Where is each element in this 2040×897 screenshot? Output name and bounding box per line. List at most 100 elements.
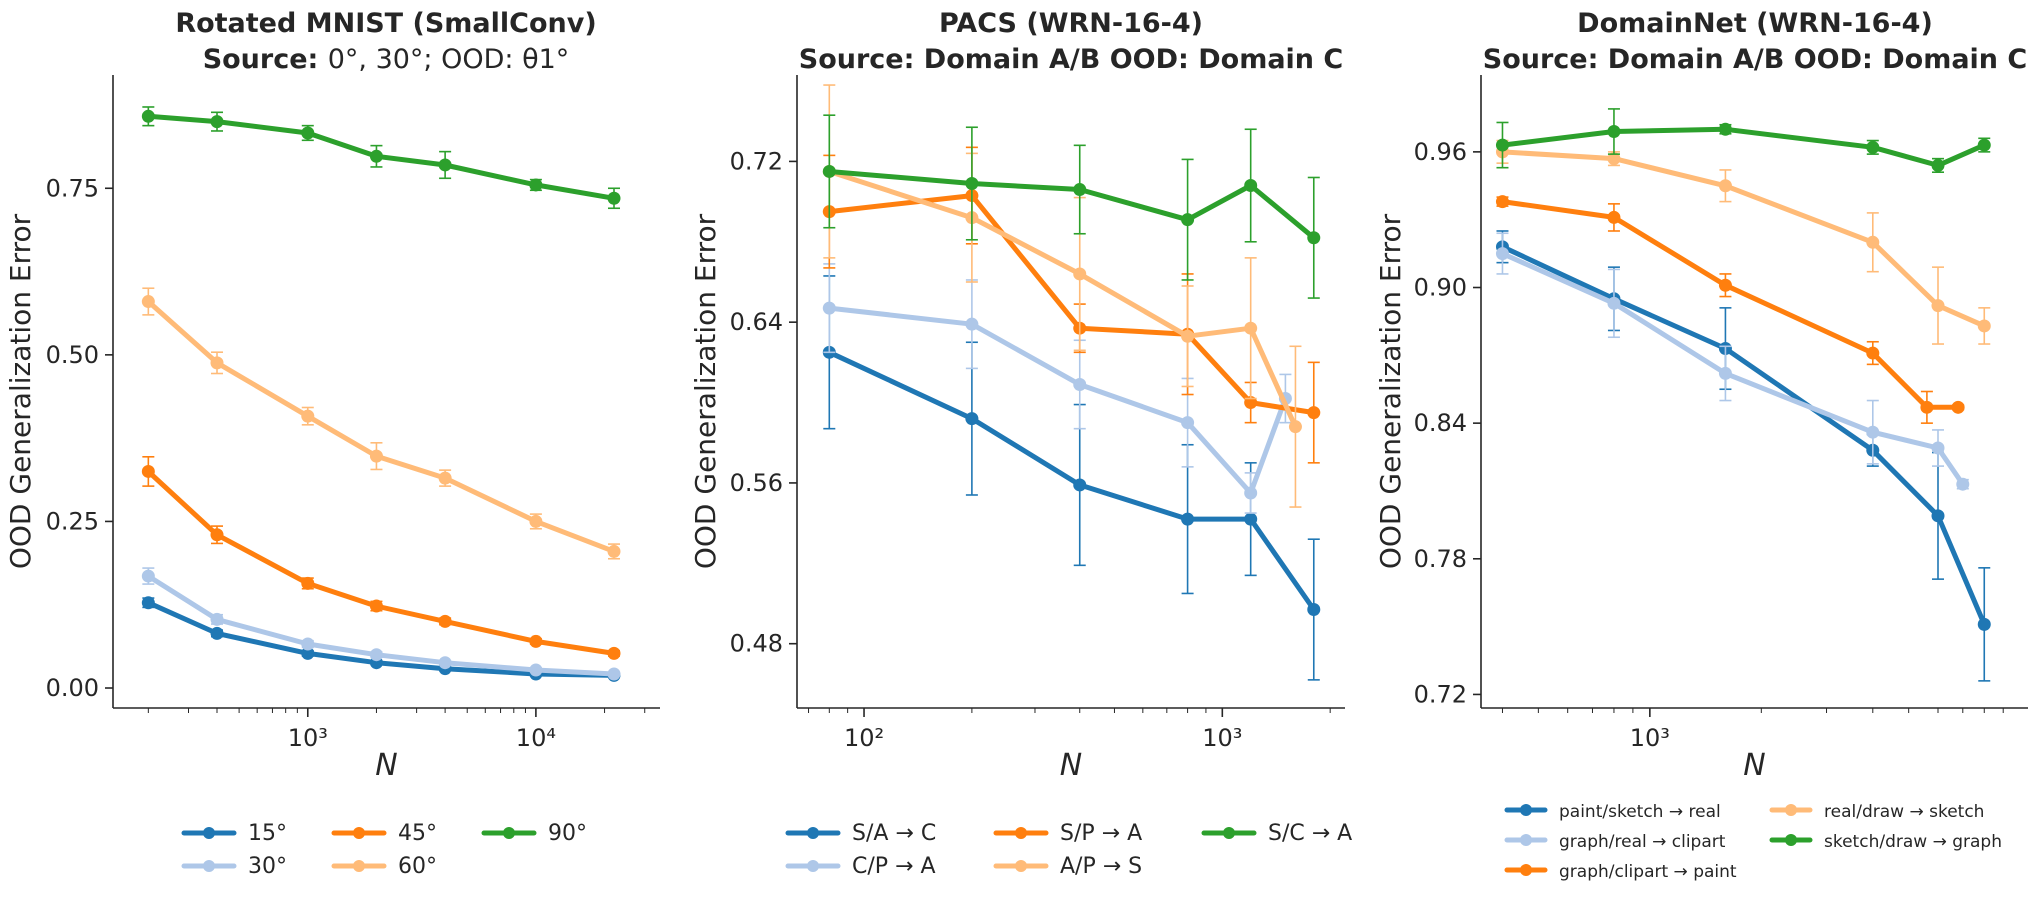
legend-swatch-marker xyxy=(1520,804,1532,816)
data-point xyxy=(1073,377,1087,391)
legend-item: 15° xyxy=(181,821,287,846)
data-point xyxy=(1931,509,1945,523)
legend-swatch-marker xyxy=(1015,860,1027,872)
legend-swatch-marker xyxy=(1785,804,1797,816)
series-line xyxy=(1500,149,1987,329)
legend-swatch-marker xyxy=(1520,834,1532,846)
legend-item: A/P → S xyxy=(993,854,1142,879)
data-point xyxy=(1073,183,1087,197)
data-point xyxy=(1866,425,1880,439)
series-4 xyxy=(141,106,621,210)
data-point xyxy=(1495,247,1509,261)
legend-label: S/A → C xyxy=(852,821,936,846)
y-tick-label: 0.72 xyxy=(730,147,783,175)
data-point xyxy=(1607,296,1621,310)
data-point xyxy=(1866,140,1880,154)
data-point xyxy=(1607,152,1621,166)
chart-subtitle: Source: Domain A/B OOD: Domain C xyxy=(799,44,1344,75)
data-point xyxy=(438,158,452,172)
legend-swatch-marker xyxy=(353,827,365,839)
data-point xyxy=(301,409,315,423)
data-point xyxy=(438,656,452,670)
y-tick-label: 0.48 xyxy=(730,630,783,658)
legend-swatch-marker xyxy=(807,860,819,872)
legend-item: sketch/draw → graph xyxy=(1769,832,2002,852)
y-tick-label: 0.25 xyxy=(46,507,99,535)
series-line xyxy=(1500,126,1987,168)
legend-item: S/P → A xyxy=(993,821,1142,846)
series-1 xyxy=(141,567,621,681)
legend-label: S/C → A xyxy=(1268,821,1352,846)
data-point xyxy=(607,646,621,660)
series-2 xyxy=(1495,195,1965,424)
legend-swatch-marker xyxy=(203,827,215,839)
legend-label: A/P → S xyxy=(1060,854,1142,879)
y-tick-label: 0.96 xyxy=(1414,138,1467,166)
legend-label: 90° xyxy=(548,821,587,846)
legend-item: 60° xyxy=(331,854,437,879)
data-point xyxy=(1181,512,1195,526)
series-line xyxy=(826,349,1317,612)
data-point xyxy=(1307,603,1321,617)
legend-item: 90° xyxy=(481,821,587,846)
data-point xyxy=(1073,478,1087,492)
data-point xyxy=(141,464,155,478)
data-point xyxy=(1288,420,1302,434)
series-line xyxy=(1500,244,1987,627)
chart-panel-domainnet: DomainNet (WRN-16-4) Source: Domain A/B O… xyxy=(1374,8,2028,882)
data-point xyxy=(1307,231,1321,245)
data-point xyxy=(529,663,543,677)
legend-item: paint/sketch → real xyxy=(1504,802,1721,822)
x-tick-label: 10³ xyxy=(1630,724,1670,752)
chart-panel-rotated-mnist: Rotated MNIST (SmallConv) Source: 0°, 30°… xyxy=(4,8,660,879)
chart-subtitle: Source: Domain A/B OOD: Domain C xyxy=(1483,44,2028,75)
data-point xyxy=(301,646,315,660)
y-tick-label: 0.84 xyxy=(1414,409,1467,437)
x-tick-label: 10⁴ xyxy=(516,724,556,752)
legend-swatch-marker xyxy=(1015,827,1027,839)
y-tick-label: 0.75 xyxy=(46,174,99,202)
legend-swatch-marker xyxy=(1223,827,1235,839)
series-1 xyxy=(1495,232,1970,491)
legend-item: S/A → C xyxy=(785,821,936,846)
data-point xyxy=(1977,617,1991,631)
legend-swatch-marker xyxy=(203,860,215,872)
legend-item: S/C → A xyxy=(1201,821,1352,846)
data-point xyxy=(1244,512,1258,526)
data-point xyxy=(438,614,452,628)
series-line xyxy=(826,305,1288,496)
chart-title: DomainNet (WRN-16-4) xyxy=(1577,8,1933,39)
data-point xyxy=(1866,235,1880,249)
data-point xyxy=(438,471,452,485)
data-point xyxy=(529,514,543,528)
data-point xyxy=(1718,278,1732,292)
series-4 xyxy=(822,114,1321,299)
data-point xyxy=(1607,125,1621,139)
legend-swatch-marker xyxy=(1520,864,1532,876)
subtitle-prefix: Source: xyxy=(203,44,328,75)
data-point xyxy=(1495,195,1509,209)
legend-label: 45° xyxy=(398,821,437,846)
y-tick-label: 0.90 xyxy=(1414,274,1467,302)
data-point xyxy=(607,667,621,681)
data-point xyxy=(301,126,315,140)
legend-item: 30° xyxy=(181,854,287,879)
legend-label: 60° xyxy=(398,854,437,879)
data-point xyxy=(1607,210,1621,224)
legend-label: 30° xyxy=(248,854,287,879)
x-tick-label: 10³ xyxy=(288,724,328,752)
legend-label: real/draw → sketch xyxy=(1824,802,1984,822)
legend-label: paint/sketch → real xyxy=(1559,802,1721,822)
series-3 xyxy=(141,287,621,560)
y-axis-label: OOD Generalization Error xyxy=(1374,213,1407,569)
data-point xyxy=(1073,267,1087,281)
data-point xyxy=(1307,406,1321,420)
data-point xyxy=(1718,366,1732,380)
data-point xyxy=(1951,400,1965,414)
data-point xyxy=(1244,179,1258,193)
data-point xyxy=(1718,179,1732,193)
series-line xyxy=(826,169,1298,430)
legend-label: C/P → A xyxy=(852,854,936,879)
x-tick-label: 10² xyxy=(844,724,884,752)
data-point xyxy=(1931,158,1945,172)
